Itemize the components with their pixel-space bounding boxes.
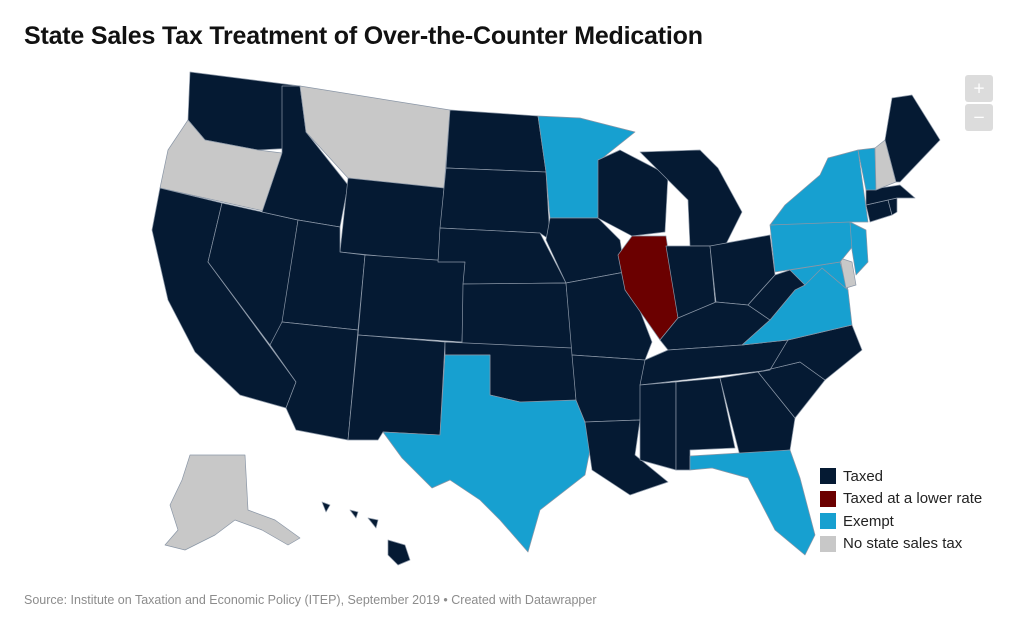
legend-label: Taxed at a lower rate xyxy=(843,490,983,508)
us-map-svg xyxy=(151,71,941,566)
legend-swatch xyxy=(820,490,836,507)
legend-label: No state sales tax xyxy=(843,535,963,553)
state-ny[interactable] xyxy=(769,149,869,226)
state-ma[interactable] xyxy=(865,184,916,206)
map-legend: Taxed Taxed at a lower rate Exempt No st… xyxy=(820,465,982,555)
legend-label: Taxed xyxy=(843,467,884,485)
state-de[interactable] xyxy=(839,257,857,289)
state-nm[interactable] xyxy=(347,334,446,441)
legend-item-lower: Taxed at a lower rate xyxy=(820,488,982,511)
state-hi[interactable] xyxy=(321,501,411,566)
legend-swatch xyxy=(820,535,836,552)
legend-item-exempt: Exempt xyxy=(820,510,982,533)
state-sd[interactable] xyxy=(439,167,551,241)
state-nj[interactable] xyxy=(849,221,869,276)
us-map xyxy=(0,60,1024,580)
state-tx[interactable] xyxy=(382,354,593,553)
legend-label: Exempt xyxy=(843,512,894,530)
map-title: State Sales Tax Treatment of Over-the-Co… xyxy=(24,22,703,50)
state-ks[interactable] xyxy=(461,282,573,349)
state-ar[interactable] xyxy=(571,354,646,423)
legend-item-taxed: Taxed xyxy=(820,465,982,488)
state-nd[interactable] xyxy=(445,109,547,173)
legend-item-none: No state sales tax xyxy=(820,533,982,556)
state-wy[interactable] xyxy=(339,177,445,263)
state-mi[interactable] xyxy=(639,149,743,247)
state-me[interactable] xyxy=(884,94,941,183)
state-fl[interactable] xyxy=(689,449,816,556)
zoom-in-button[interactable]: + xyxy=(965,75,993,102)
state-ms[interactable] xyxy=(639,381,677,471)
state-az[interactable] xyxy=(269,321,359,441)
source-note: Source: Institute on Taxation and Econom… xyxy=(24,593,597,607)
state-wi[interactable] xyxy=(597,149,669,237)
state-ak[interactable] xyxy=(164,454,301,551)
legend-swatch xyxy=(820,513,836,530)
zoom-out-button[interactable]: − xyxy=(965,104,993,131)
state-co[interactable] xyxy=(357,254,466,343)
legend-swatch xyxy=(820,468,836,485)
state-ga[interactable] xyxy=(719,371,796,457)
zoom-controls: + − xyxy=(965,75,993,131)
